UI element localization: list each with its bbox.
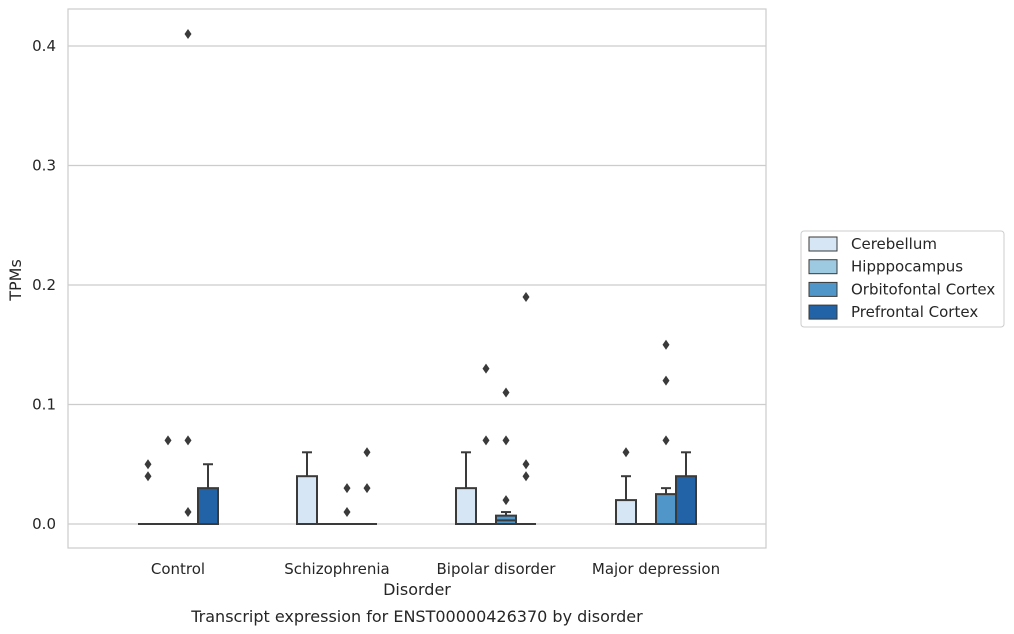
outlier-marker bbox=[522, 471, 530, 482]
outlier-marker bbox=[482, 363, 490, 374]
legend-swatch bbox=[808, 236, 838, 252]
outlier-marker bbox=[482, 435, 490, 446]
legend: Cerebellum Hipppocampus Orbitofontal Corte… bbox=[800, 230, 1005, 328]
outlier-marker bbox=[662, 375, 670, 386]
box-rect bbox=[675, 475, 697, 526]
y-tick-label: 0.4 bbox=[32, 37, 56, 55]
legend-label: Prefrontal Cortex bbox=[851, 303, 978, 321]
legend-label: Orbitofontal Cortex bbox=[851, 280, 995, 298]
y-axis-label: TPMs bbox=[6, 259, 25, 302]
legend-swatch bbox=[808, 304, 838, 320]
outlier-marker bbox=[144, 459, 152, 470]
outlier-marker bbox=[363, 483, 371, 494]
x-tick-label: Control bbox=[151, 560, 205, 578]
x-tick-label: Schizophrenia bbox=[284, 560, 389, 578]
outlier-marker bbox=[363, 447, 371, 458]
outlier-marker bbox=[184, 435, 192, 446]
y-tick-label: 0.2 bbox=[32, 276, 56, 294]
grid-lines bbox=[68, 45, 766, 525]
box-group bbox=[296, 451, 318, 526]
outlier-marker bbox=[343, 483, 351, 494]
y-tick-label: 0.1 bbox=[32, 396, 56, 414]
outlier-marker bbox=[184, 29, 192, 40]
chart-caption: Transcript expression for ENST0000042637… bbox=[190, 607, 643, 626]
y-tick-label: 0.0 bbox=[32, 515, 56, 533]
legend-swatch bbox=[808, 259, 838, 275]
box-group bbox=[455, 451, 477, 525]
outlier-marker bbox=[164, 435, 172, 446]
outlier-marker bbox=[502, 435, 510, 446]
box-group bbox=[675, 451, 697, 526]
box-group bbox=[495, 511, 517, 526]
box-group bbox=[655, 487, 677, 525]
y-tick-label: 0.3 bbox=[32, 157, 56, 175]
legend-frame bbox=[800, 230, 1005, 328]
box-group bbox=[197, 463, 219, 525]
outlier-marker bbox=[522, 291, 530, 302]
outlier-layer bbox=[144, 29, 670, 518]
box-rect bbox=[296, 475, 318, 526]
outlier-marker bbox=[502, 387, 510, 398]
x-tick-label: Major depression bbox=[592, 560, 720, 578]
legend-swatch bbox=[808, 281, 838, 297]
box-rect bbox=[655, 493, 677, 525]
box-rect bbox=[455, 487, 477, 525]
y-tick-labels: 0.0 0.1 0.2 0.3 0.4 bbox=[32, 37, 56, 533]
box-layer bbox=[138, 451, 697, 526]
box-rect bbox=[615, 499, 637, 526]
outlier-marker bbox=[662, 435, 670, 446]
x-tick-labels: Control Schizophrenia Bipolar disorder Majo… bbox=[151, 560, 720, 578]
outlier-marker bbox=[184, 507, 192, 518]
box-rect bbox=[197, 487, 219, 525]
legend-label: Cerebellum bbox=[851, 235, 937, 253]
legend-label: Hipppocampus bbox=[851, 258, 963, 276]
outlier-marker bbox=[622, 447, 630, 458]
outlier-marker bbox=[662, 339, 670, 350]
outlier-marker bbox=[343, 507, 351, 518]
plot-frame bbox=[67, 8, 767, 549]
outlier-marker bbox=[522, 459, 530, 470]
box-group bbox=[615, 475, 637, 526]
outlier-marker bbox=[502, 495, 510, 506]
outlier-marker bbox=[144, 471, 152, 482]
x-axis-label: Disorder bbox=[383, 580, 451, 599]
x-tick-label: Bipolar disorder bbox=[437, 560, 557, 578]
